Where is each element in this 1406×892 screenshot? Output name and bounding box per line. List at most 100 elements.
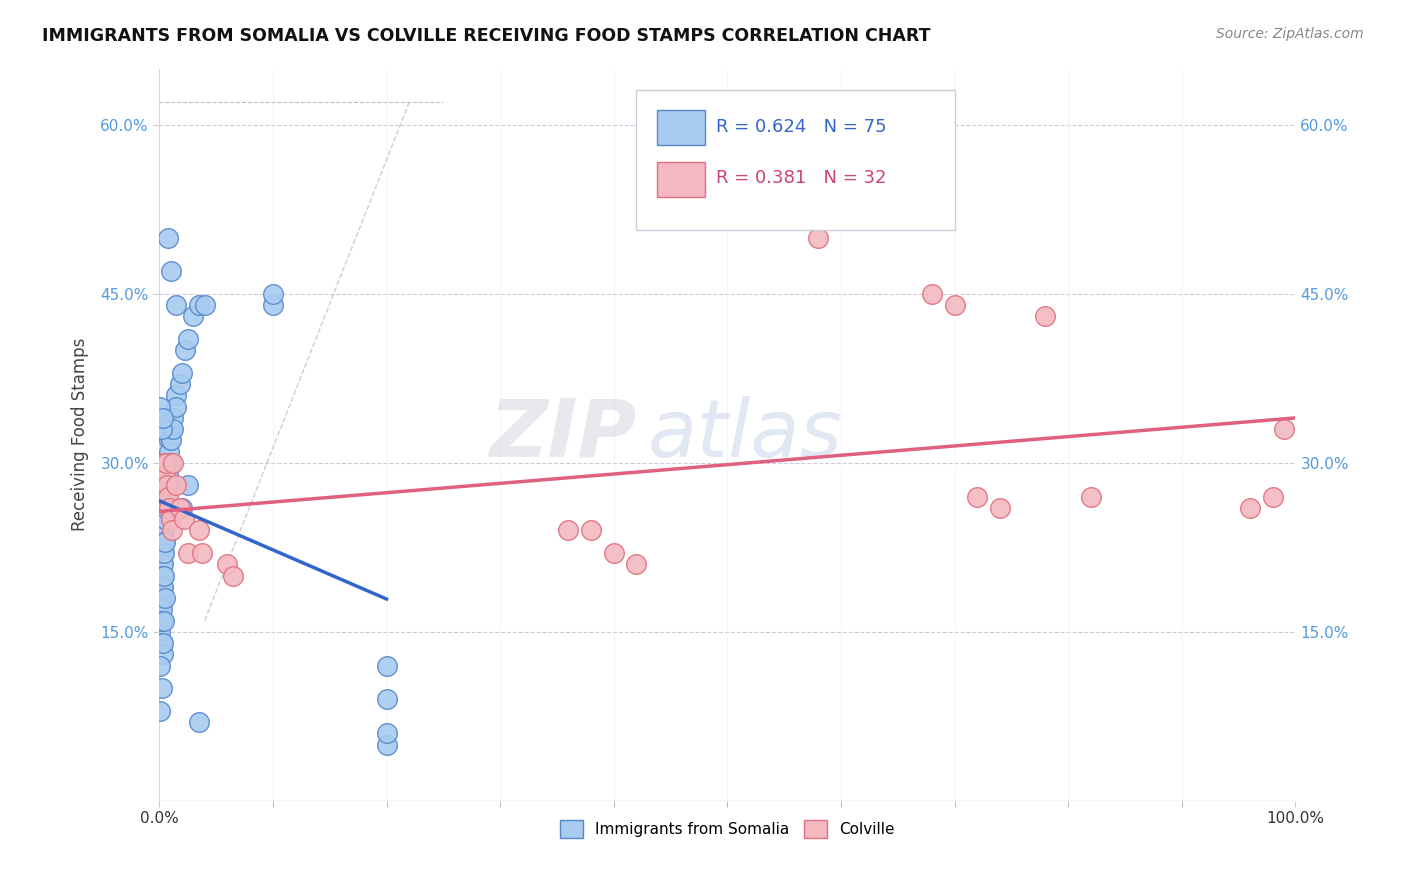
Point bbox=[262, 286, 284, 301]
Point bbox=[626, 558, 648, 572]
Point bbox=[375, 738, 398, 752]
Point bbox=[165, 478, 187, 492]
Point bbox=[153, 467, 176, 482]
Point bbox=[150, 636, 173, 650]
Point bbox=[155, 490, 177, 504]
Point bbox=[1080, 490, 1102, 504]
Point bbox=[165, 400, 187, 414]
Point bbox=[1272, 422, 1295, 436]
Point bbox=[156, 490, 179, 504]
Point bbox=[170, 500, 193, 515]
Point bbox=[966, 490, 988, 504]
Point bbox=[159, 444, 181, 458]
Point bbox=[157, 467, 180, 482]
Point bbox=[169, 376, 191, 391]
Legend: Immigrants from Somalia, Colville: Immigrants from Somalia, Colville bbox=[554, 814, 901, 845]
Text: ZIP: ZIP bbox=[489, 396, 637, 474]
Point bbox=[155, 456, 177, 470]
Point bbox=[155, 500, 177, 515]
Point bbox=[159, 264, 181, 278]
Point bbox=[152, 580, 174, 594]
Point bbox=[150, 568, 173, 582]
Point bbox=[170, 366, 193, 380]
Point bbox=[159, 434, 181, 448]
Point bbox=[153, 512, 176, 526]
Point bbox=[375, 658, 398, 673]
Point bbox=[188, 714, 211, 729]
Point bbox=[156, 467, 179, 482]
Point bbox=[157, 490, 180, 504]
Point bbox=[183, 310, 205, 324]
Point bbox=[159, 456, 181, 470]
Point bbox=[159, 512, 181, 526]
Text: R = 0.624   N = 75: R = 0.624 N = 75 bbox=[716, 118, 887, 136]
Point bbox=[152, 568, 174, 582]
Point bbox=[152, 558, 174, 572]
Point bbox=[153, 524, 176, 538]
Point bbox=[152, 410, 174, 425]
Point bbox=[1239, 500, 1261, 515]
Point bbox=[169, 500, 191, 515]
Point bbox=[153, 568, 176, 582]
Point bbox=[159, 434, 181, 448]
Point bbox=[153, 500, 176, 515]
Point bbox=[807, 230, 830, 244]
Point bbox=[165, 388, 187, 402]
Point bbox=[176, 546, 198, 560]
Point bbox=[153, 512, 176, 526]
Point bbox=[176, 332, 198, 346]
FancyBboxPatch shape bbox=[637, 90, 955, 229]
Point bbox=[153, 591, 176, 605]
Text: atlas: atlas bbox=[648, 396, 842, 474]
Point bbox=[603, 546, 626, 560]
Point bbox=[149, 624, 172, 639]
Point bbox=[149, 580, 172, 594]
Point bbox=[153, 614, 176, 628]
Point bbox=[153, 534, 176, 549]
Text: Source: ZipAtlas.com: Source: ZipAtlas.com bbox=[1216, 27, 1364, 41]
Point bbox=[217, 558, 239, 572]
Point bbox=[173, 512, 195, 526]
Point bbox=[162, 410, 184, 425]
Point bbox=[188, 298, 211, 312]
Point bbox=[921, 286, 943, 301]
Point bbox=[152, 534, 174, 549]
Point bbox=[165, 298, 187, 312]
Text: R = 0.381   N = 32: R = 0.381 N = 32 bbox=[716, 169, 887, 187]
Point bbox=[159, 500, 181, 515]
Point bbox=[152, 546, 174, 560]
Point bbox=[160, 524, 183, 538]
Point bbox=[157, 456, 180, 470]
Point bbox=[149, 704, 172, 718]
Point bbox=[176, 478, 198, 492]
Point bbox=[1035, 310, 1057, 324]
Point bbox=[153, 490, 176, 504]
Point bbox=[579, 524, 602, 538]
Point bbox=[149, 568, 172, 582]
Point bbox=[1261, 490, 1284, 504]
Point bbox=[162, 422, 184, 436]
Point bbox=[150, 602, 173, 616]
Point bbox=[156, 478, 179, 492]
Point bbox=[150, 591, 173, 605]
Point bbox=[174, 343, 197, 358]
Point bbox=[157, 230, 180, 244]
Point bbox=[152, 524, 174, 538]
Point bbox=[988, 500, 1011, 515]
Point bbox=[153, 546, 176, 560]
Point bbox=[152, 478, 174, 492]
Point bbox=[152, 636, 174, 650]
Y-axis label: Receiving Food Stamps: Receiving Food Stamps bbox=[72, 338, 89, 532]
Point bbox=[191, 546, 214, 560]
Point bbox=[222, 568, 245, 582]
Point bbox=[150, 580, 173, 594]
Point bbox=[155, 478, 177, 492]
Point bbox=[159, 422, 181, 436]
Point bbox=[150, 614, 173, 628]
Point bbox=[149, 591, 172, 605]
Point bbox=[375, 692, 398, 706]
Point bbox=[150, 681, 173, 696]
Point bbox=[149, 400, 172, 414]
Point bbox=[375, 726, 398, 740]
Point bbox=[152, 648, 174, 662]
